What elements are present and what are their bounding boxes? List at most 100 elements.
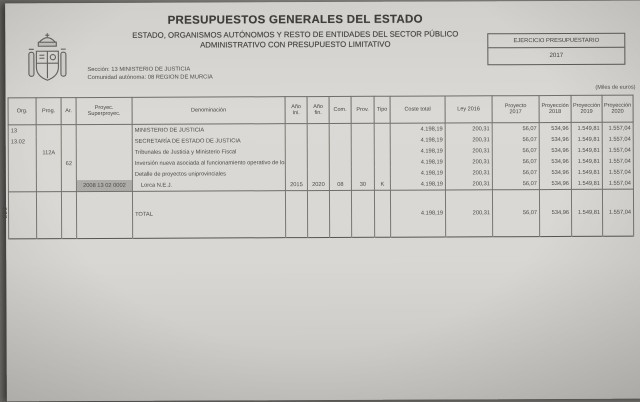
cell-proyeccion-2020: 1.557,04 <box>602 166 634 178</box>
cell-tipo <box>374 123 391 135</box>
cell-proyeccion-2020: 1.557,04 <box>602 144 634 156</box>
cell-ar <box>61 147 77 159</box>
col-header-ar: Ar. <box>61 97 77 125</box>
cell-ley-2016: 200,31 <box>445 178 493 190</box>
col-header-proyeccion-2019: Proyección 2019 <box>571 95 603 123</box>
cell-prog <box>36 158 62 170</box>
total-proyecto-2017: 56,07 <box>492 189 540 237</box>
cell-ley-2016: 200,31 <box>445 167 493 179</box>
cell-ano-fin <box>307 145 330 158</box>
units-note: (Miles de euros) <box>595 84 636 91</box>
col-header-prov: Prov. <box>351 96 375 124</box>
col-header-com: Com. <box>329 96 352 124</box>
cell-proyecto-2017: 56,07 <box>492 122 540 135</box>
cell-denominacion: Tribunales de Justicia y Ministerio Fisc… <box>132 146 286 158</box>
cell-proyecto-2017: 56,07 <box>492 167 540 179</box>
cell-prov <box>351 145 375 157</box>
cell-ar <box>61 136 77 148</box>
cell-com: 08 <box>329 178 352 191</box>
cell-ley-2016: 200,31 <box>445 134 493 146</box>
cell-org <box>8 158 37 170</box>
cell-proyeccion-2018: 534,96 <box>539 144 572 157</box>
cell-proyeccion-2018: 534,96 <box>539 166 572 179</box>
document-header: PRESUPUESTOS GENERALES DEL ESTADO ESTADO… <box>75 13 515 50</box>
total-proyeccion-2019: 1.549,81 <box>571 189 603 237</box>
page-title: PRESUPUESTOS GENERALES DEL ESTADO <box>167 13 423 27</box>
cell-proyeccion-2018: 534,96 <box>539 155 572 168</box>
cell-proyec: 2008 13 02 0002 <box>76 179 133 192</box>
cell-ley-2016: 200,31 <box>445 156 493 168</box>
total-cell-prog <box>36 191 62 239</box>
total-cell-prov <box>351 190 375 238</box>
cell-tipo <box>374 156 391 168</box>
cell-proyec <box>76 146 133 159</box>
cell-prog: 112A <box>36 147 62 159</box>
total-coste-total: 4.198,19 <box>390 189 446 238</box>
cell-prog <box>36 124 62 137</box>
cell-prov <box>351 134 375 146</box>
total-label: TOTAL <box>132 190 286 239</box>
cell-ano-ini: 2015 <box>285 179 308 191</box>
cell-proyeccion-2018: 534,96 <box>539 177 572 190</box>
cell-proyeccion-2018: 534,96 <box>539 122 572 135</box>
total-cell-ano-ini <box>285 190 308 238</box>
section-info: Sección: 13 MINISTERIO DE JUSTICIA Comun… <box>87 65 212 82</box>
total-cell-com <box>329 190 352 238</box>
cell-com <box>329 167 352 179</box>
col-header-tipo: Tipo <box>374 96 391 124</box>
cell-tipo <box>374 145 391 157</box>
cell-ar <box>61 169 77 181</box>
cell-org <box>8 180 37 192</box>
total-cell-proyec <box>76 191 133 239</box>
cell-prov <box>351 167 375 179</box>
page-subtitle-line1: ESTADO, ORGANISMOS AUTÓNOMOS Y RESTO DE … <box>132 29 459 40</box>
cell-proyeccion-2020: 1.557,04 <box>602 122 634 134</box>
document-page: PRESUPUESTOS GENERALES DEL ESTADO ESTADO… <box>3 0 640 402</box>
cell-prog <box>36 136 62 148</box>
total-proyeccion-2020: 1.557,04 <box>602 189 634 237</box>
cell-com <box>329 123 352 135</box>
exercise-box-year: 2017 <box>549 51 564 60</box>
cell-proyecto-2017: 56,07 <box>492 156 540 168</box>
exercise-box-label: EJERCICIO PRESUPUESTARIO <box>488 33 625 49</box>
cell-tipo <box>374 167 391 179</box>
col-header-org: Org. <box>8 97 37 125</box>
cell-ar: 62 <box>61 158 77 170</box>
cell-ley-2016: 200,31 <box>445 145 493 157</box>
cell-proyecto-2017: 56,07 <box>492 145 540 157</box>
cell-org <box>8 169 37 181</box>
cell-ar <box>61 180 77 192</box>
cell-com <box>329 134 352 146</box>
col-header-proyecto-2017: Proyecto 2017 <box>492 95 540 123</box>
cell-proyec <box>76 168 133 181</box>
total-cell-ano-fin <box>307 190 330 238</box>
cell-ano-ini <box>285 135 308 147</box>
cell-ano-ini <box>285 157 308 169</box>
spain-coat-of-arms-icon <box>27 29 67 94</box>
cell-ano-ini <box>285 123 308 136</box>
cell-proyeccion-2020: 1.557,04 <box>602 177 634 190</box>
cell-proyeccion-2018: 534,96 <box>539 133 572 146</box>
cell-com <box>329 145 352 157</box>
cell-proyeccion-2019: 1.549,81 <box>571 122 603 134</box>
cell-prov <box>351 123 375 135</box>
cell-com <box>329 156 352 168</box>
col-header-coste-total: Coste total <box>390 95 446 124</box>
cell-denominacion: SECRETARÍA DE ESTADO DE JUSTICIA <box>132 135 286 147</box>
total-cell-tipo <box>374 190 391 238</box>
col-header-prog: Prog. <box>36 97 62 125</box>
col-header-ano-fin: Año fin. <box>307 96 330 124</box>
cell-coste-total: 4.198,19 <box>390 167 446 179</box>
total-proyeccion-2018: 534,96 <box>539 189 572 237</box>
cell-proyeccion-2019: 1.549,81 <box>571 177 603 190</box>
cell-coste-total: 4.198,19 <box>390 156 446 168</box>
cell-ano-fin <box>307 134 330 147</box>
cell-denominacion: Lorca N.E.J. <box>132 179 286 192</box>
cell-org <box>8 147 37 159</box>
cell-ano-fin: 2020 <box>307 178 330 191</box>
cell-coste-total: 4.198,19 <box>390 122 446 135</box>
col-header-proyec: Proyec. Superproyec. <box>76 97 133 125</box>
cell-proyeccion-2019: 1.549,81 <box>571 144 603 156</box>
cell-proyeccion-2019: 1.549,81 <box>571 166 603 178</box>
